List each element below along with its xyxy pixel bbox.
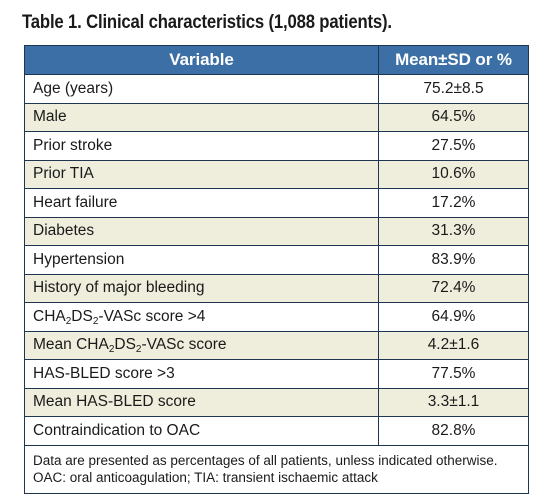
label-suffix: -VASc score [141, 336, 227, 354]
column-header-value: Mean±SD or % [378, 45, 529, 75]
row-label: Diabetes [24, 216, 379, 246]
row-label: Contraindication to OAC [24, 416, 379, 446]
table-row-contraindication-oac: Contraindication to OAC 82.8% [24, 416, 529, 446]
row-value: 75.2±8.5 [378, 74, 529, 104]
column-header-variable: Variable [24, 45, 379, 75]
table-row-mean-cha2ds2-vasc: Mean CHA2DS2-VASc score 4.2±1.6 [24, 330, 529, 360]
table-row-age: Age (years) 75.2±8.5 [24, 74, 529, 104]
label-mid: DS [71, 307, 93, 325]
table-row-hypertension: Hypertension 83.9% [24, 245, 529, 275]
row-label: Prior stroke [24, 131, 379, 161]
label-prefix: CHA [33, 307, 66, 325]
table-row-heart-failure: Heart failure 17.2% [24, 188, 529, 218]
row-value: 82.8% [378, 416, 529, 446]
table-caption: Table 1. Clinical characteristics (1,088… [22, 12, 392, 33]
table-row-male: Male 64.5% [24, 102, 529, 132]
row-label: Prior TIA [24, 159, 379, 189]
row-value: 83.9% [378, 245, 529, 275]
row-label: Mean CHA2DS2-VASc score [24, 330, 379, 360]
row-value: 64.5% [378, 102, 529, 132]
table-row-has-bled-gt3: HAS-BLED score >3 77.5% [24, 359, 529, 389]
label-suffix: -VASc score >4 [98, 307, 206, 325]
label-mid: DS [114, 336, 136, 354]
row-value: 72.4% [378, 273, 529, 303]
table-row-prior-tia: Prior TIA 10.6% [24, 159, 529, 189]
label-subscript: 2 [135, 344, 142, 356]
label-subscript: 2 [65, 315, 72, 327]
row-value: 17.2% [378, 188, 529, 218]
table-row-diabetes: Diabetes 31.3% [24, 216, 529, 246]
row-label: Age (years) [24, 74, 379, 104]
row-value: 27.5% [378, 131, 529, 161]
row-label: Heart failure [24, 188, 379, 218]
row-value: 77.5% [378, 359, 529, 389]
clinical-characteristics-table: Variable Mean±SD or % Age (years) 75.2±8… [24, 45, 529, 494]
table-header-row: Variable Mean±SD or % [24, 45, 529, 75]
table-row-mean-has-bled: Mean HAS-BLED score 3.3±1.1 [24, 387, 529, 417]
table-row-major-bleeding: History of major bleeding 72.4% [24, 273, 529, 303]
row-label: Hypertension [24, 245, 379, 275]
row-label: HAS-BLED score >3 [24, 359, 379, 389]
row-value: 4.2±1.6 [378, 330, 529, 360]
table-footnote-row: Data are presented as percentages of all… [24, 444, 529, 494]
table-footnote: Data are presented as percentages of all… [24, 444, 529, 494]
table-row-cha2ds2-vasc-gt4: CHA2DS2-VASc score >4 64.9% [24, 302, 529, 332]
row-label: Mean HAS-BLED score [24, 387, 379, 417]
label-subscript: 2 [92, 315, 99, 327]
row-value: 64.9% [378, 302, 529, 332]
row-label: CHA2DS2-VASc score >4 [24, 302, 379, 332]
row-value: 3.3±1.1 [378, 387, 529, 417]
row-label: Male [24, 102, 379, 132]
row-value: 10.6% [378, 159, 529, 189]
table-row-prior-stroke: Prior stroke 27.5% [24, 131, 529, 161]
row-value: 31.3% [378, 216, 529, 246]
row-label: History of major bleeding [24, 273, 379, 303]
label-prefix: Mean CHA [33, 336, 109, 354]
label-subscript: 2 [108, 344, 115, 356]
